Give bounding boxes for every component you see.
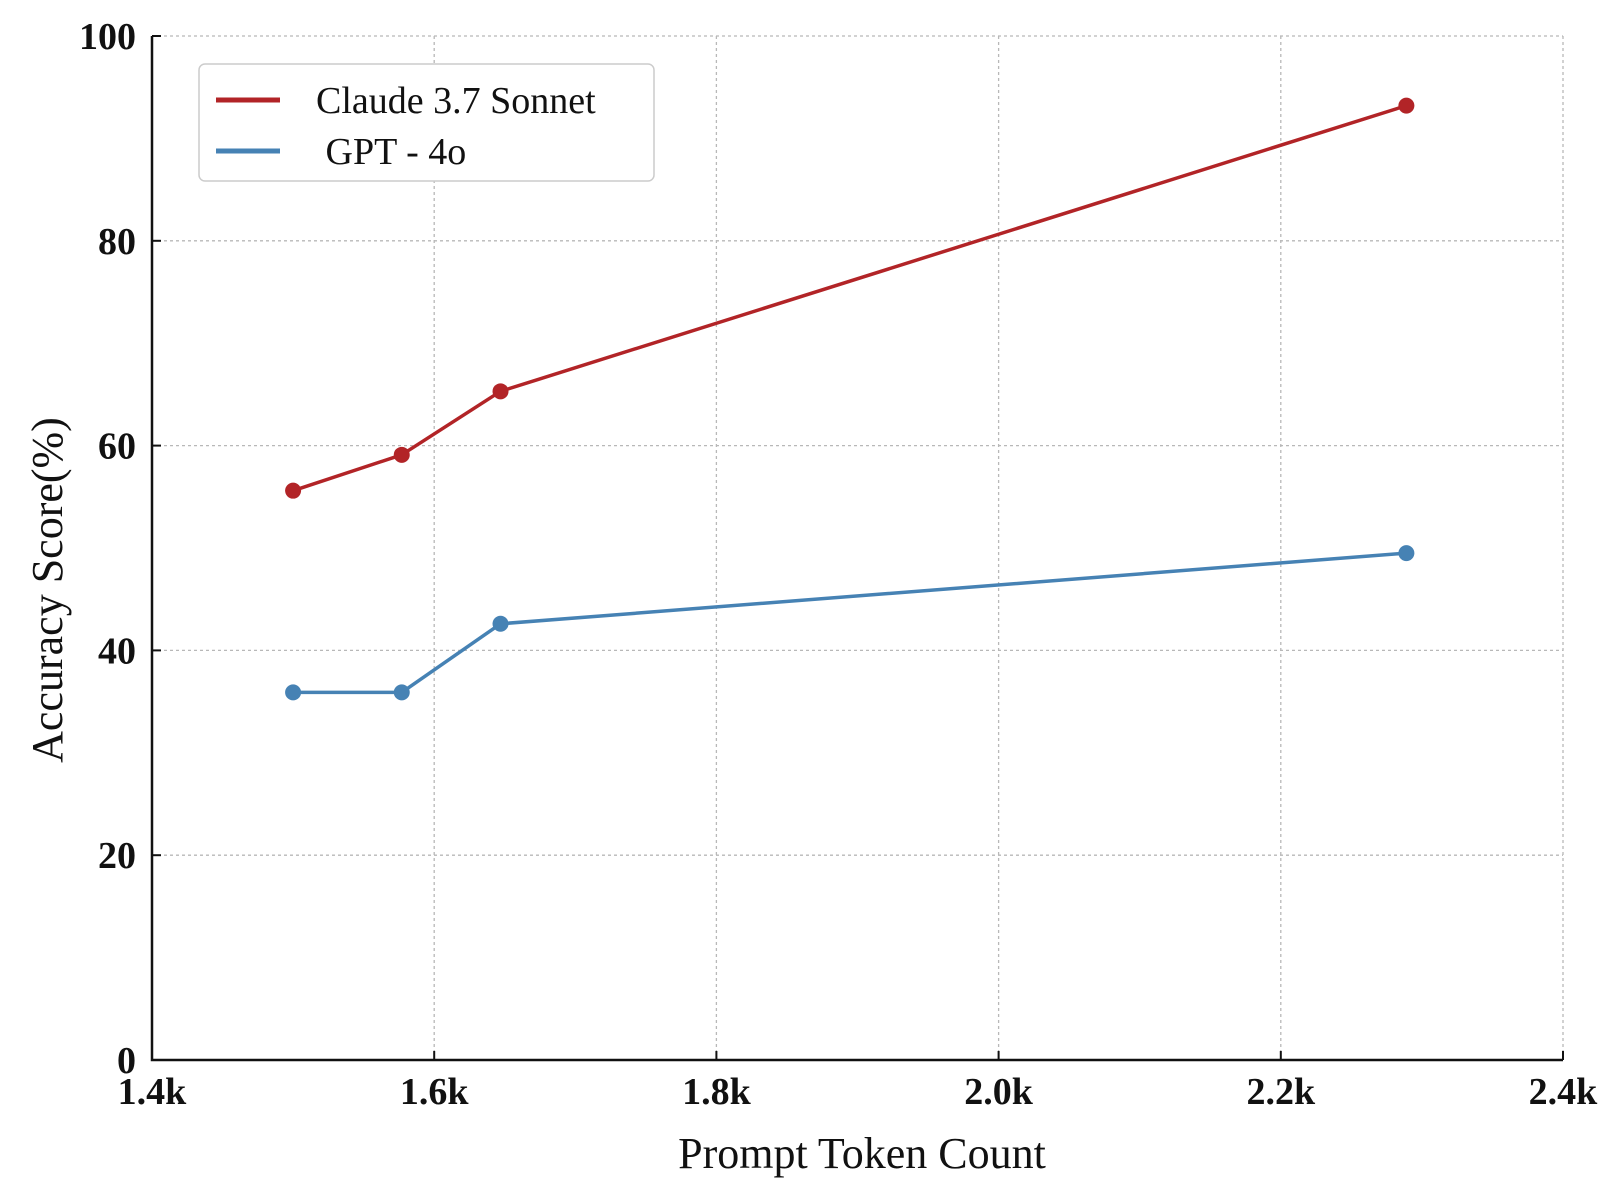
series-layer	[285, 97, 1415, 701]
data-point-1-0	[285, 684, 302, 701]
x-tick-label-5: 2.4k	[1529, 1071, 1599, 1113]
data-point-0-3	[1398, 97, 1415, 114]
axes	[150, 35, 1564, 1062]
data-point-0-1	[393, 446, 410, 463]
y-tick-label-1: 20	[98, 835, 136, 877]
x-axis-title: Prompt Token Count	[678, 1129, 1046, 1178]
data-point-1-2	[492, 615, 509, 632]
y-tick-label-2: 40	[98, 630, 136, 672]
x-tick-label-0: 1.4k	[118, 1071, 188, 1113]
legend-box	[198, 63, 655, 182]
y-tick-label-5: 100	[79, 16, 136, 58]
y-axis-title: Accuracy Score(%)	[23, 417, 72, 763]
data-point-0-2	[492, 383, 509, 400]
series-line-0	[292, 103, 1407, 493]
y-tick-label-4: 80	[98, 221, 136, 263]
legend-label-0: Claude 3.7 Sonnet	[316, 80, 596, 122]
legend: Claude 3.7 Sonnet GPT - 4o	[198, 63, 655, 182]
x-tick-label-1: 1.6k	[400, 1071, 470, 1113]
x-tick-label-3: 2.0k	[964, 1071, 1034, 1113]
series-0	[285, 97, 1415, 499]
y-tick-label-3: 60	[98, 426, 136, 468]
x-tick-label-2: 1.8k	[682, 1071, 752, 1113]
x-tick-label-4: 2.2k	[1246, 1071, 1316, 1113]
series-1	[285, 545, 1415, 701]
tick-labels: 1.4k 1.6k 1.8k 2.0k 2.2k 2.4k 0 20 40 60 80 100	[79, 16, 1598, 1113]
data-point-1-1	[393, 684, 410, 701]
data-point-0-0	[285, 482, 302, 499]
series-line-1	[293, 551, 1407, 695]
data-point-1-3	[1398, 545, 1415, 562]
y-tick-label-0: 0	[117, 1040, 136, 1082]
legend-label-1: GPT - 4o	[316, 131, 466, 173]
